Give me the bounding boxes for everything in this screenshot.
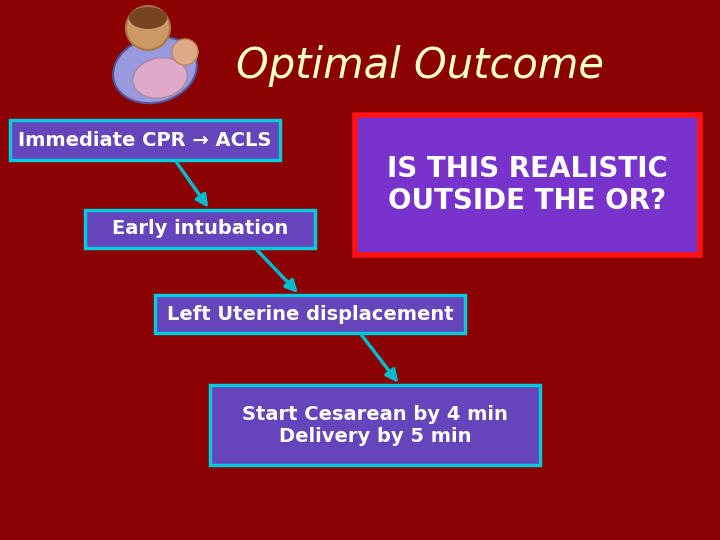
FancyBboxPatch shape — [155, 295, 465, 333]
Text: Left Uterine displacement: Left Uterine displacement — [167, 305, 454, 323]
Circle shape — [126, 6, 170, 50]
Text: IS THIS REALISTIC
OUTSIDE THE OR?: IS THIS REALISTIC OUTSIDE THE OR? — [387, 155, 668, 215]
Circle shape — [172, 39, 198, 65]
Text: Immediate CPR → ACLS: Immediate CPR → ACLS — [18, 131, 271, 150]
FancyBboxPatch shape — [85, 210, 315, 248]
FancyBboxPatch shape — [210, 385, 540, 465]
Ellipse shape — [129, 7, 167, 29]
Ellipse shape — [113, 37, 197, 103]
Ellipse shape — [132, 58, 187, 98]
Text: Optimal Outcome: Optimal Outcome — [236, 45, 604, 87]
FancyBboxPatch shape — [10, 120, 280, 160]
FancyBboxPatch shape — [355, 115, 700, 255]
Text: Early intubation: Early intubation — [112, 219, 288, 239]
Text: Start Cesarean by 4 min
Delivery by 5 min: Start Cesarean by 4 min Delivery by 5 mi… — [242, 404, 508, 445]
